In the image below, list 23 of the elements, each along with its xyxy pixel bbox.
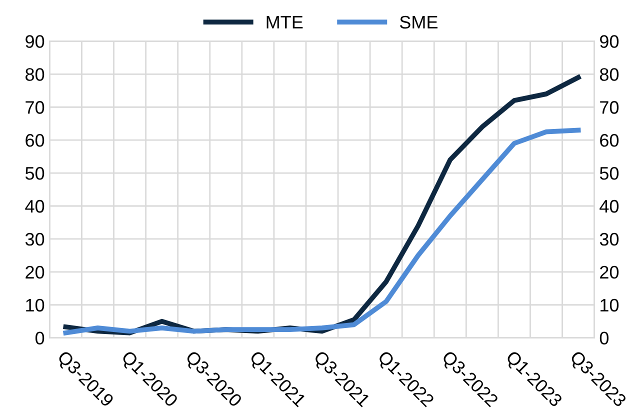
y-tick-label: 50 [25,166,44,180]
y2-tick-label: 10 [600,298,619,312]
y-tick-label: 40 [25,200,44,213]
y-tick-label: 90 [26,35,44,48]
line-series [63,128,581,336]
legend-label: MTE [266,16,303,28]
y2-tick-label: 80 [600,68,619,81]
legend-label: SME [400,16,438,29]
y-tick-label: 60 [26,134,44,147]
y2-tick-label: 0 [600,332,609,345]
y-tick-label: 20 [26,266,44,279]
y-tick-label: 0 [35,332,44,345]
y-tick-label: 80 [26,68,44,81]
y2-tick-label: 50 [600,166,619,180]
y2-tick-label: 90 [600,35,619,48]
y2-tick-label: 70 [600,101,619,114]
y-tick-label: 70 [26,101,44,114]
y-tick-label: 30 [25,232,44,246]
y2-tick-label: 30 [600,232,619,246]
y2-tick-label: 20 [600,266,619,279]
y2-tick-label: 60 [600,134,619,147]
y-tick-label: 10 [26,298,44,312]
y2-tick-label: 40 [600,200,619,213]
